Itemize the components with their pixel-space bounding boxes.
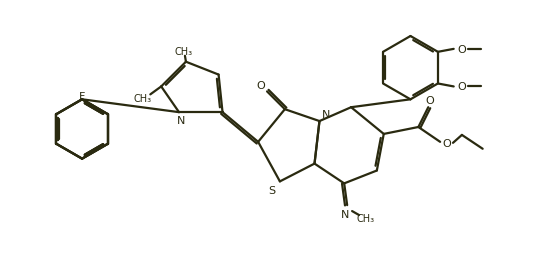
Text: O: O: [457, 45, 466, 55]
Text: S: S: [268, 186, 275, 196]
Text: O: O: [426, 96, 435, 106]
Text: O: O: [457, 82, 466, 92]
Text: N: N: [341, 209, 350, 219]
Text: O: O: [257, 81, 266, 91]
Text: CH₃: CH₃: [133, 94, 151, 104]
Text: N: N: [177, 116, 185, 125]
Text: CH₃: CH₃: [175, 47, 193, 57]
Text: N: N: [322, 110, 331, 120]
Text: F: F: [79, 92, 85, 102]
Text: CH₃: CH₃: [357, 213, 375, 223]
Text: O: O: [443, 138, 451, 148]
